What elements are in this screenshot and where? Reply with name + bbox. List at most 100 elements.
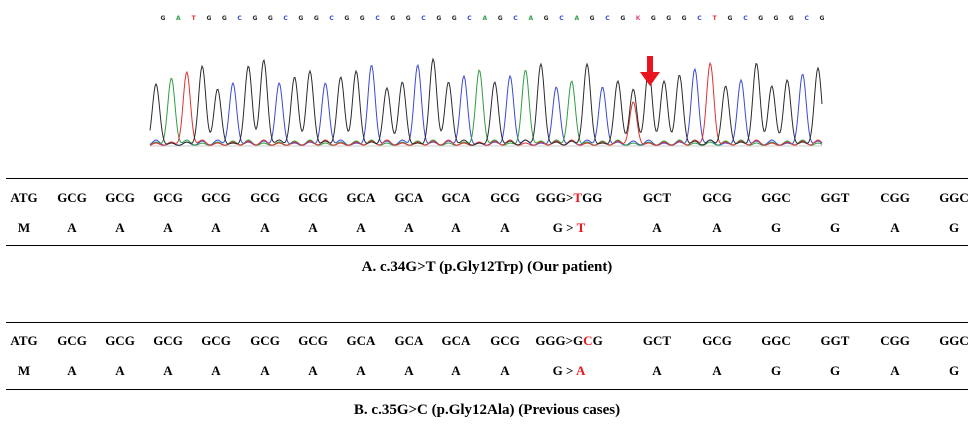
codon-cell: GCG	[105, 333, 135, 348]
base-call-letter: G	[620, 15, 625, 22]
amino-acid-cell: A	[712, 220, 722, 235]
amino-acid-cell: A	[260, 363, 270, 378]
codon-cell: GCG	[201, 190, 231, 205]
amino-acid-cell: A	[652, 220, 662, 235]
trace-channel-g	[149, 57, 823, 146]
base-call-letter: G	[406, 15, 411, 22]
codon-suffix: G	[592, 333, 603, 348]
amino-acid-cell: G	[829, 220, 841, 235]
amino-acid-ref: G >	[552, 220, 577, 235]
base-call-letter: G	[666, 15, 671, 22]
base-call-letter: K	[636, 15, 641, 22]
base-call-letter: G	[436, 15, 441, 22]
amino-acid-cell: A	[356, 363, 366, 378]
base-call-letter: G	[544, 15, 549, 22]
codon-mutant-base: C	[583, 333, 593, 348]
panel-a-bottom-rule	[6, 245, 968, 246]
amino-acid-cell: G	[948, 220, 960, 235]
amino-acid-cell: G	[770, 363, 782, 378]
amino-acid-cell: A	[404, 220, 414, 235]
base-call-letter: A	[176, 15, 181, 22]
amino-acid-cell: A	[308, 220, 318, 235]
codon-ref: GGG>G	[535, 333, 584, 348]
amino-acid-cell: A	[115, 220, 125, 235]
codon-cell: GCA	[441, 190, 471, 205]
amino-acid-cell: A	[500, 363, 510, 378]
amino-acid-cell: G	[948, 363, 960, 378]
amino-acid-mutant: T	[576, 220, 586, 235]
codon-cell: GCA	[346, 333, 376, 348]
base-call-letter: G	[207, 15, 212, 22]
base-call-letter: G	[298, 15, 303, 22]
base-call-letter: G	[161, 15, 166, 22]
codon-cell: GCG	[702, 333, 732, 348]
base-call-letter: G	[344, 15, 349, 22]
amino-acid-cell: A	[211, 363, 221, 378]
amino-acid-cell: M	[17, 220, 31, 235]
amino-acid-cell: A	[115, 363, 125, 378]
codon-cell: CGG	[880, 333, 910, 348]
base-call-letter: G	[360, 15, 365, 22]
base-call-letter: C	[743, 15, 748, 22]
amino-acid-cell: A	[712, 363, 722, 378]
codon-cell: GCG	[490, 333, 520, 348]
panel-b-caption: B. c.35G>C (p.Gly12Ala) (Previous cases)	[353, 402, 621, 418]
panel-b-codon-row: ATG GCG GCG GCG GCG GCG GCG GCA GCA GCA GCG GGG>GCG…	[0, 331, 974, 351]
base-call-letter: G	[498, 15, 503, 22]
codon-cell: GCG	[153, 190, 183, 205]
base-call-letter: G	[268, 15, 273, 22]
base-call-letter: C	[605, 15, 610, 22]
chromatogram-traces	[149, 57, 823, 146]
amino-acid-cell: A	[356, 220, 366, 235]
trace-channel-a	[149, 69, 823, 146]
base-call-letter: C	[329, 15, 334, 22]
codon-cell: GCG	[105, 190, 135, 205]
codon-cell: GCA	[394, 190, 424, 205]
amino-acid-cell: G > T	[529, 218, 609, 238]
codon-suffix: GG	[582, 190, 603, 205]
codon-cell: GCG	[57, 190, 87, 205]
amino-acid-cell: A	[163, 363, 173, 378]
base-call-letter: G	[728, 15, 733, 22]
codon-cell: CGG	[880, 190, 910, 205]
base-call-letter: G	[651, 15, 656, 22]
amino-acid-cell: A	[451, 220, 461, 235]
amino-acid-cell: G > A	[529, 361, 609, 381]
base-call-letter: G	[314, 15, 319, 22]
mutation-arrow-icon	[640, 56, 660, 86]
codon-cell: GCG	[298, 190, 328, 205]
base-call-letter: C	[237, 15, 242, 22]
codon-cell: GGG>TGG	[529, 188, 609, 208]
codon-mutant-base: T	[573, 190, 583, 205]
base-call-letter: G	[774, 15, 779, 22]
codon-cell: GGC	[761, 190, 791, 205]
base-call-letter: T	[713, 15, 718, 22]
codon-cell: GCG	[702, 190, 732, 205]
panel-a-amino-acid-row: M A A A A A A A A A A G > T A A G G A G	[0, 218, 974, 238]
panel-a-top-rule	[6, 178, 968, 179]
codon-cell: ATG	[10, 333, 38, 348]
amino-acid-cell: G	[770, 220, 782, 235]
codon-cell: GGC	[939, 190, 969, 205]
amino-acid-cell: A	[67, 363, 77, 378]
codon-cell: GGC	[761, 333, 791, 348]
base-call-letter: C	[559, 15, 564, 22]
base-call-letter: C	[697, 15, 702, 22]
codon-cell: GCG	[153, 333, 183, 348]
amino-acid-cell: A	[67, 220, 77, 235]
base-call-letter: C	[513, 15, 518, 22]
base-call-letter: G	[390, 15, 395, 22]
codon-cell: GCG	[298, 333, 328, 348]
codon-cell: GCG	[250, 190, 280, 205]
codon-cell: GCT	[642, 333, 672, 348]
codon-cell: GCA	[441, 333, 471, 348]
panel-a-codon-row: ATG GCG GCG GCG GCG GCG GCG GCA GCA GCA GCG GGG>TGG…	[0, 188, 974, 208]
amino-acid-ref: G >	[552, 363, 576, 378]
amino-acid-cell: A	[500, 220, 510, 235]
amino-acid-cell: G	[829, 363, 841, 378]
codon-cell: GGT	[820, 333, 850, 348]
trace-channel-t	[149, 61, 823, 146]
